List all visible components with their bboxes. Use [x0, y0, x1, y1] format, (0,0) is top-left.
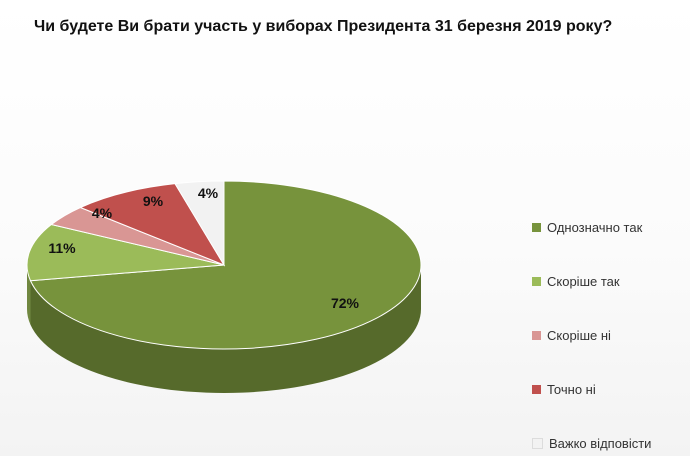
- legend-swatch-1: [532, 276, 541, 286]
- pie-label-3: 9%: [143, 193, 164, 209]
- legend-item-4: Важко відповісти: [532, 416, 690, 470]
- pie-labels: 72% 11% 4% 9% 4%: [48, 185, 359, 311]
- legend: Однозначно так Скоріше так Скоріше ні То…: [532, 200, 690, 470]
- pie-slice-3: [79, 183, 226, 267]
- pie-slice-0: [29, 180, 422, 350]
- legend-swatch-3: [532, 384, 541, 394]
- pie-side-0: [30, 265, 422, 393]
- legend-label-3: Точно ні: [547, 381, 596, 397]
- legend-item-2: Скоріше ні: [532, 308, 690, 362]
- legend-label-1: Скоріше так: [547, 273, 620, 289]
- legend-label-4: Важко відповісти: [549, 435, 652, 451]
- pie-slice-4: [174, 180, 225, 267]
- chart-frame: Чи будете Ви брати участь у виборах През…: [0, 0, 690, 456]
- legend-item-1: Скоріше так: [532, 254, 690, 308]
- pie-label-0: 72%: [331, 295, 360, 311]
- legend-item-3: Точно ні: [532, 362, 690, 416]
- legend-swatch-4: [532, 437, 543, 449]
- pie-chart: 72% 11% 4% 9% 4%: [26, 180, 422, 393]
- chart-title: Чи будете Ви брати участь у виборах През…: [34, 18, 613, 35]
- legend-item-0: Однозначно так: [532, 200, 690, 254]
- pie-slice-1: [26, 223, 225, 282]
- legend-label-0: Однозначно так: [547, 219, 643, 235]
- legend-label-2: Скоріше ні: [547, 327, 611, 343]
- pie-label-1: 11%: [48, 240, 76, 256]
- legend-swatch-2: [532, 330, 541, 340]
- pie-label-4: 4%: [198, 185, 219, 201]
- pie-label-2: 4%: [92, 205, 113, 221]
- legend-swatch-0: [532, 222, 541, 232]
- pie-tops: [26, 180, 422, 350]
